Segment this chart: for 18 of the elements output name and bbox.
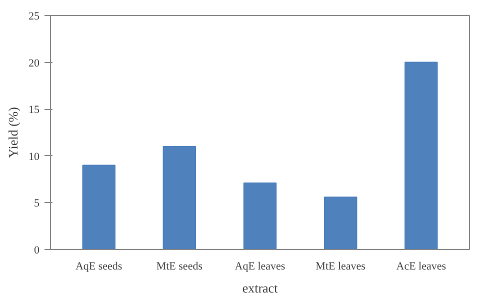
bar bbox=[404, 62, 438, 250]
x-tick-label: MtE leaves bbox=[316, 260, 366, 272]
bar bbox=[243, 182, 277, 250]
bar bbox=[82, 164, 116, 250]
x-axis-title: extract bbox=[242, 280, 278, 296]
x-tick-label: AqE leaves bbox=[234, 260, 286, 272]
y-axis-title: Yield (%) bbox=[6, 107, 20, 158]
x-tick-label: MtE seeds bbox=[156, 260, 202, 272]
bar bbox=[162, 146, 196, 250]
x-tick-label: AqE seeds bbox=[75, 260, 122, 272]
x-tick-label: AcE leaves bbox=[396, 260, 446, 272]
bar bbox=[324, 196, 358, 250]
y-tick-label: 0 bbox=[34, 244, 40, 256]
y-tick-label: 25 bbox=[28, 10, 40, 22]
y-tick-label: 20 bbox=[28, 57, 40, 70]
y-tick-label: 15 bbox=[28, 104, 40, 116]
y-tick-label: 10 bbox=[28, 150, 40, 163]
y-tick-label: 5 bbox=[34, 198, 40, 210]
